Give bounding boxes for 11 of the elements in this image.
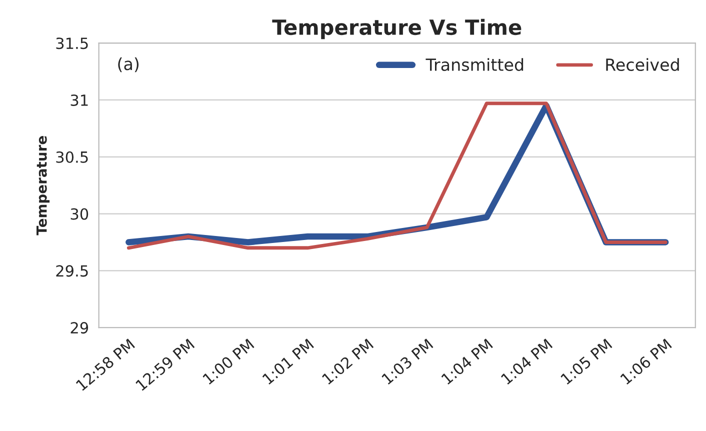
y-tick-label: 29.5	[56, 265, 88, 277]
chart-title: Temperature Vs Time	[272, 18, 522, 40]
y-tick-label: 29	[70, 322, 88, 334]
y-tick-label: 31.5	[56, 38, 88, 50]
y-tick-label: 30.5	[56, 151, 88, 163]
annotation: (a)	[118, 57, 139, 72]
legend-label: Transmitted	[426, 58, 524, 71]
y-tick-label: 30	[70, 208, 88, 220]
legend-label: Received	[606, 58, 679, 71]
y-axis-title: Temperature	[36, 136, 50, 236]
y-tick-label: 31	[70, 94, 88, 106]
